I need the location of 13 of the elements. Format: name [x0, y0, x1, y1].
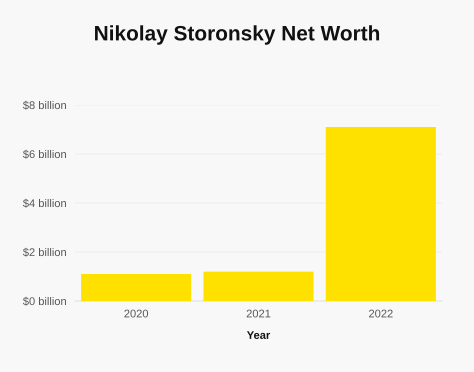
- x-tick-label: 2020: [124, 310, 148, 318]
- chart-title: Nikolay Storonsky Net Worth: [95, 25, 380, 45]
- bar: [81, 274, 192, 301]
- y-tick-label: $8 billion: [22, 100, 66, 110]
- bar: [203, 272, 314, 301]
- y-tick-label: $0 billion: [22, 296, 66, 306]
- bar: [326, 127, 436, 301]
- x-tick-label: 2021: [246, 310, 270, 318]
- y-tick-label: $6 billion: [22, 150, 66, 159]
- x-axis-title: Year: [246, 331, 270, 339]
- y-tick-label: $4 billion: [22, 198, 66, 208]
- x-tick-label: 2022: [369, 310, 393, 318]
- y-tick-label: $2 billion: [22, 248, 66, 257]
